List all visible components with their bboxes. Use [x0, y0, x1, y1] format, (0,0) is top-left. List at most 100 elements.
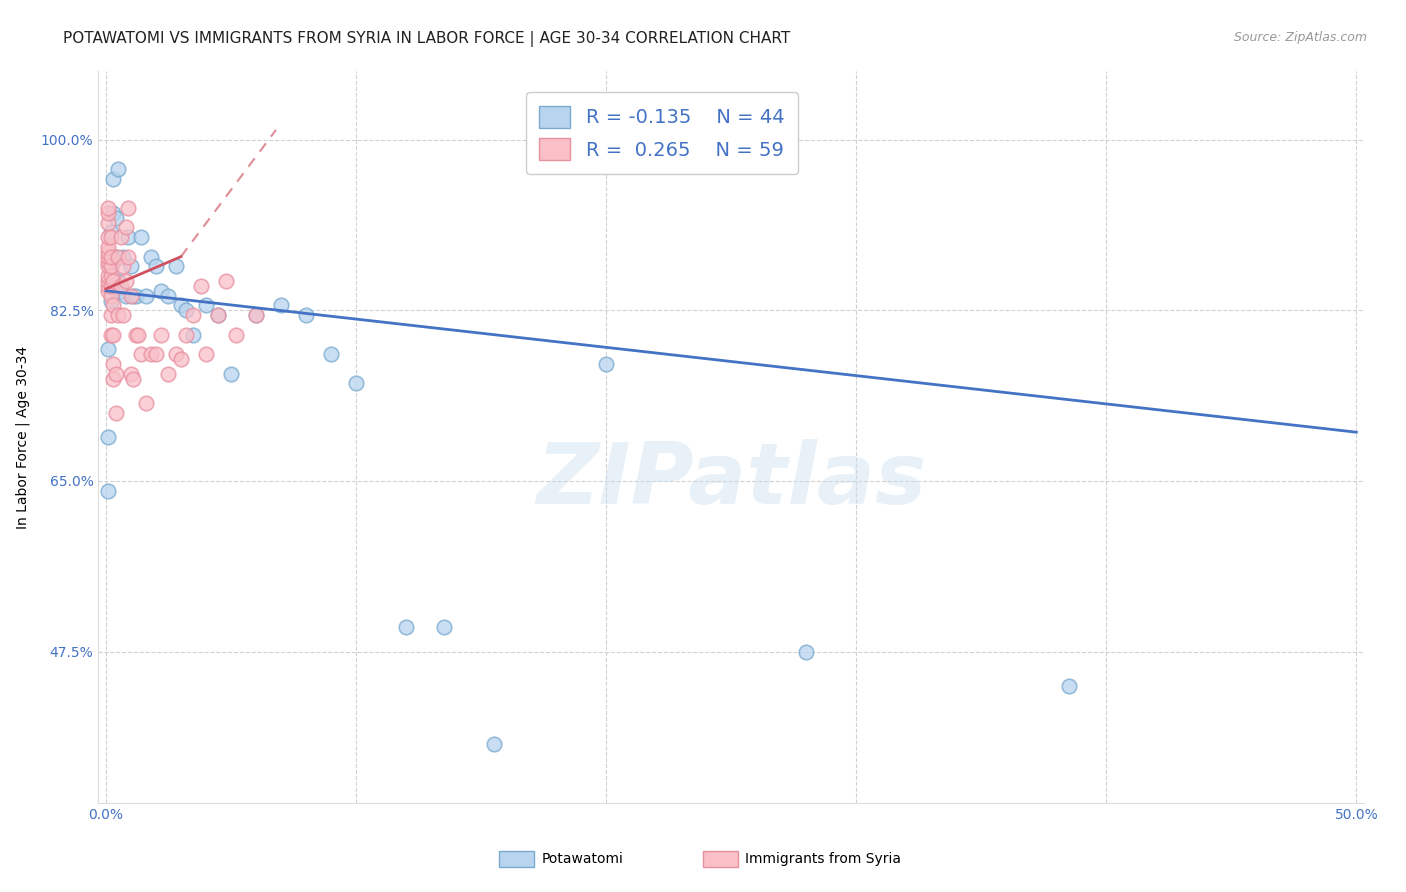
Point	[115, 274, 138, 288]
Point	[117, 230, 139, 244]
Point	[117, 201, 139, 215]
Point	[139, 347, 162, 361]
Point	[100, 250, 122, 264]
Point	[110, 230, 132, 244]
Point	[100, 293, 122, 308]
Point	[100, 308, 122, 322]
Point	[103, 254, 125, 268]
Point	[207, 308, 229, 322]
Point	[344, 376, 367, 391]
Legend: R = -0.135    N = 44, R =  0.265    N = 59: R = -0.135 N = 44, R = 0.265 N = 59	[526, 92, 799, 174]
Point	[295, 308, 318, 322]
Point	[112, 250, 135, 264]
Text: Source: ZipAtlas.com: Source: ZipAtlas.com	[1233, 31, 1367, 45]
Point	[103, 206, 125, 220]
Point	[432, 620, 454, 634]
Point	[103, 171, 125, 186]
Point	[97, 254, 120, 268]
Point	[1057, 679, 1080, 693]
Point	[100, 327, 122, 342]
Point	[115, 288, 138, 302]
Point	[149, 327, 172, 342]
Point	[97, 230, 120, 244]
Point	[194, 347, 217, 361]
Point	[122, 371, 145, 385]
Point	[122, 288, 145, 302]
Point	[97, 215, 120, 229]
Point	[100, 230, 122, 244]
Point	[107, 250, 129, 264]
Point	[97, 244, 120, 259]
Point	[100, 225, 122, 239]
Point	[194, 298, 217, 312]
Point	[120, 260, 142, 274]
Point	[170, 298, 193, 312]
Point	[145, 260, 167, 274]
Point	[135, 288, 157, 302]
Point	[97, 430, 120, 444]
Point	[103, 357, 125, 371]
Point	[120, 288, 142, 302]
Point	[174, 327, 197, 342]
Point	[97, 483, 120, 498]
Point	[103, 371, 125, 385]
Point	[107, 274, 129, 288]
Point	[103, 298, 125, 312]
Y-axis label: In Labor Force | Age 30-34: In Labor Force | Age 30-34	[15, 345, 30, 529]
Point	[125, 327, 148, 342]
Point	[270, 298, 292, 312]
Text: Immigrants from Syria: Immigrants from Syria	[745, 852, 901, 866]
Point	[117, 250, 139, 264]
Point	[215, 274, 238, 288]
Point	[97, 260, 120, 274]
Point	[100, 260, 122, 274]
Point	[97, 269, 120, 284]
Point	[245, 308, 267, 322]
Point	[207, 308, 229, 322]
Point	[245, 308, 267, 322]
Text: Potawatomi: Potawatomi	[541, 852, 623, 866]
Point	[115, 220, 138, 235]
Point	[794, 645, 817, 659]
Point	[139, 250, 162, 264]
Point	[104, 250, 127, 264]
Point	[157, 288, 180, 302]
Point	[183, 327, 205, 342]
Point	[319, 347, 342, 361]
Point	[120, 367, 142, 381]
Point	[183, 308, 205, 322]
Point	[125, 288, 148, 302]
Point	[103, 274, 125, 288]
Point	[104, 211, 127, 225]
Point	[100, 288, 122, 302]
Point	[190, 279, 212, 293]
Point	[129, 347, 152, 361]
Point	[97, 274, 120, 288]
Point	[112, 308, 135, 322]
Point	[97, 284, 120, 298]
Point	[129, 230, 152, 244]
Point	[100, 269, 122, 284]
Point	[174, 303, 197, 318]
Point	[100, 279, 122, 293]
Point	[165, 260, 187, 274]
Point	[97, 250, 120, 264]
Point	[112, 260, 135, 274]
Point	[110, 279, 132, 293]
Point	[170, 352, 193, 367]
Point	[97, 240, 120, 254]
Point	[157, 367, 180, 381]
Point	[97, 201, 120, 215]
Point	[145, 347, 167, 361]
Point	[595, 357, 617, 371]
Point	[97, 343, 120, 357]
Point	[97, 279, 120, 293]
Point	[149, 284, 172, 298]
Text: POTAWATOMI VS IMMIGRANTS FROM SYRIA IN LABOR FORCE | AGE 30-34 CORRELATION CHART: POTAWATOMI VS IMMIGRANTS FROM SYRIA IN L…	[63, 31, 790, 47]
Point	[97, 206, 120, 220]
Text: ZIPatlas: ZIPatlas	[536, 440, 927, 523]
Point	[110, 284, 132, 298]
Point	[104, 367, 127, 381]
Point	[127, 327, 149, 342]
Point	[225, 327, 247, 342]
